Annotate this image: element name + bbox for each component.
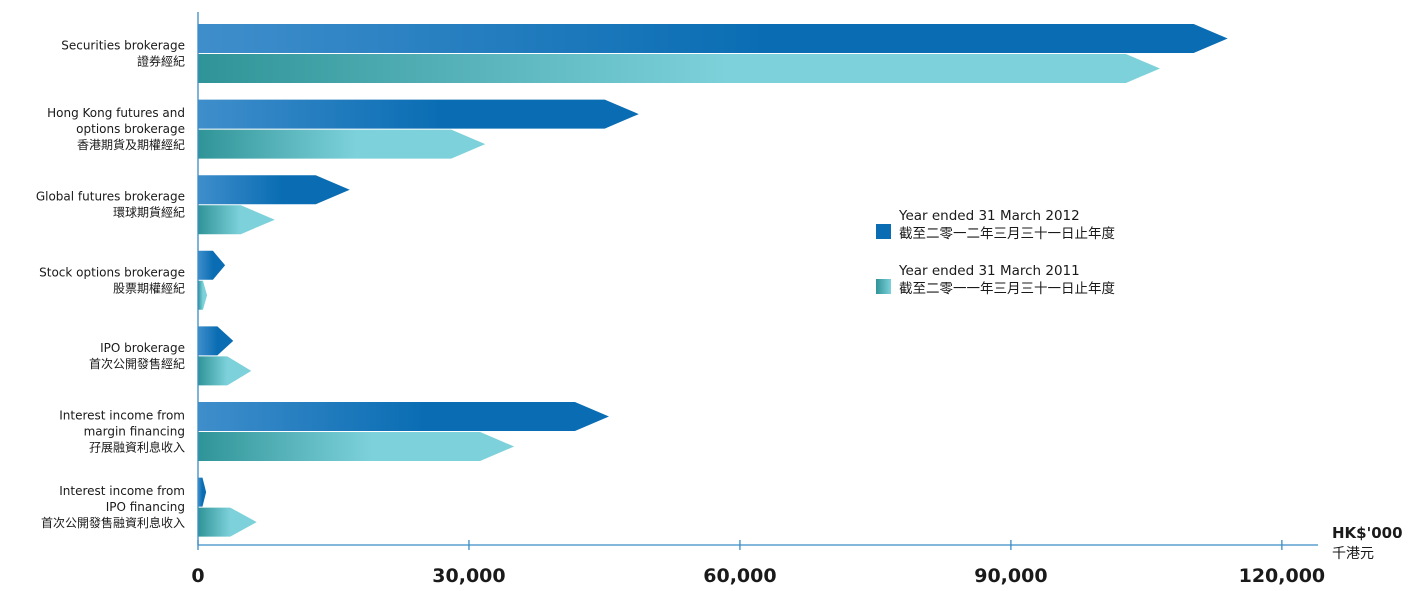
bar-2011-2 [198,205,275,235]
bar-2012-3 [198,250,226,280]
bar-2011-6 [198,507,257,537]
bar-2012-6 [198,477,207,507]
category-label-zh: 香港期貨及期權經紀 [77,137,185,152]
bar-2012-4 [198,326,234,356]
bar-2011-5 [198,432,515,461]
x-tick-label: 120,000 [1239,565,1326,587]
category-label-zh: 孖展融資利息收入 [89,440,185,455]
category-label-en: Securities brokerage [61,39,185,53]
legend: Year ended 31 March 2012 截至二零一二年三月三十一日止年度… [876,208,1115,297]
category-label-en: Interest income from [59,409,185,423]
bar-2011-1 [198,129,486,159]
bar-2011-4 [198,356,252,386]
unit-label-en: HK$'000 [1332,524,1403,542]
legend-label-en: Year ended 31 March 2011 [898,263,1080,279]
legend-label-en: Year ended 31 March 2012 [898,208,1080,224]
category-label-en: Hong Kong futures and [47,106,185,120]
category-label-en: IPO brokerage [100,341,185,355]
category-label-zh: 首次公開發售融資利息收入 [41,515,185,530]
category-label-zh: 股票期權經紀 [113,281,185,295]
unit-label-zh: 千港元 [1332,546,1374,562]
bar-2012-0 [198,24,1228,53]
x-tick-label: 0 [191,565,204,587]
legend-label-zh: 截至二零一二年三月三十一日止年度 [899,226,1115,242]
category-label-zh: 首次公開發售經紀 [89,356,185,371]
category-label-zh: 環球期貨經紀 [113,205,185,220]
bar-2011-3 [198,280,208,310]
category-label-en: Global futures brokerage [36,190,185,204]
category-label-zh: 證券經紀 [137,54,185,69]
bar-2012-1 [198,99,639,129]
category-label-en: Stock options brokerage [39,265,185,279]
category-label-en: Interest income from [59,484,185,498]
x-axis: 0 30,000 60,000 90,000 120,000 HK$'000 千港元 [191,12,1403,587]
category-label-en: margin financing [84,425,185,439]
bars-layer [198,24,1228,537]
bar-2012-2 [198,175,350,205]
legend-label-zh: 截至二零一一年三月三十一日止年度 [899,281,1115,297]
category-label-en: IPO financing [106,500,185,514]
bar-2011-0 [198,54,1160,83]
category-label-en: options brokerage [76,122,185,136]
x-tick-label: 60,000 [703,565,776,587]
x-tick-label: 30,000 [432,565,505,587]
legend-swatch-2012 [876,224,891,239]
x-tick-label: 90,000 [974,565,1047,587]
bar-2012-5 [198,402,609,431]
legend-swatch-2011 [876,279,891,294]
